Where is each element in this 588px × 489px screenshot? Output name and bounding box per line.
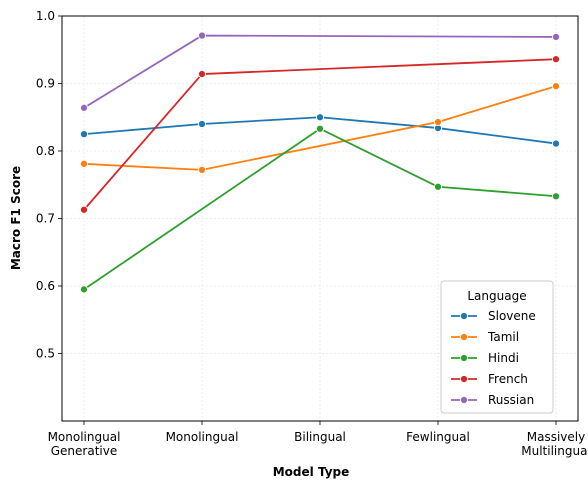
legend-label-russian: Russian	[488, 393, 534, 407]
data-point-tamil	[197, 165, 207, 174]
y-tick-label: 0.6	[36, 279, 55, 293]
legend-marker-hindi	[459, 353, 469, 363]
data-point-hindi	[79, 285, 89, 294]
series-markers	[79, 31, 561, 294]
legend-marker-french	[459, 374, 469, 384]
x-tick-label-line: Multilingual	[521, 444, 588, 458]
x-tick-label-line: Bilingual	[294, 430, 346, 444]
data-point-tamil	[79, 159, 89, 168]
data-point-hindi	[433, 182, 443, 191]
data-point-slovene	[197, 119, 207, 129]
legend-label-tamil: Tamil	[487, 330, 519, 344]
series-line-tamil	[83, 85, 557, 171]
legend-label-french: French	[488, 372, 528, 386]
data-point-hindi	[315, 124, 325, 133]
y-tick-label: 1.0	[36, 9, 55, 23]
legend-label-slovene: Slovene	[488, 309, 536, 323]
y-tick-label: 0.9	[36, 77, 55, 91]
legend-label-hindi: Hindi	[488, 351, 519, 365]
y-tick-label: 0.8	[36, 144, 55, 158]
x-tick-label: Bilingual	[294, 430, 346, 444]
data-point-slovene	[315, 113, 325, 122]
legend-marker-russian	[459, 395, 469, 405]
y-axis-title: Macro F1 Score	[9, 166, 23, 270]
data-point-tamil	[433, 117, 443, 127]
y-tick-label: 0.5	[36, 347, 55, 361]
data-point-tamil	[551, 82, 561, 91]
x-tick-label: Massively Multilingual	[521, 430, 588, 458]
data-point-russian	[551, 32, 561, 41]
data-point-slovene	[551, 139, 561, 148]
legend-items: Slovene Tamil Hindi French Russian	[451, 309, 536, 407]
data-point-hindi	[551, 192, 561, 201]
x-tick-label-line: Generative	[51, 444, 117, 458]
x-tick-label: Fewlingual	[406, 430, 470, 444]
x-tick-label-line: Monolingual	[48, 430, 121, 444]
data-point-russian	[79, 103, 89, 112]
x-tick-label: Monolingual Generative	[48, 430, 121, 458]
data-point-slovene	[79, 130, 89, 139]
data-point-french	[551, 55, 561, 64]
x-tick-label: Monolingual	[166, 430, 239, 444]
y-axis: 0.5 0.6 0.7 0.8 0.9 1.0	[36, 9, 62, 361]
x-tick-label-line: Monolingual	[166, 430, 239, 444]
x-axis-title: Model Type	[273, 465, 350, 479]
series-line-hindi	[83, 127, 557, 291]
x-tick-label-line: Fewlingual	[406, 430, 470, 444]
data-point-russian	[197, 31, 207, 40]
data-point-french	[197, 70, 207, 79]
y-tick-label: 0.7	[36, 212, 55, 226]
legend-marker-slovene	[459, 311, 469, 321]
x-tick-label-line: Massively	[527, 430, 585, 444]
data-point-french	[79, 205, 89, 214]
legend-title: Language	[467, 289, 526, 303]
legend: Language Slovene Tamil Hindi French Russian	[440, 280, 554, 414]
legend-box	[440, 280, 554, 414]
legend-marker-tamil	[459, 332, 469, 342]
